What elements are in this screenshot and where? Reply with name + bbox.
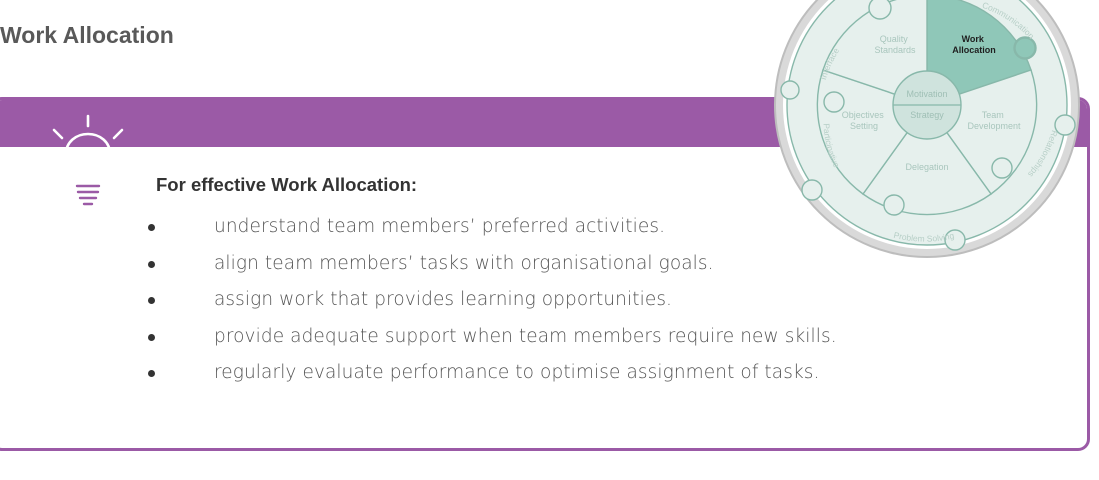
list-item-text: align team members’ tasks with organisat… — [214, 252, 714, 274]
wheel-center-top-label: Motivation — [906, 89, 947, 99]
list-item-text: provide adequate support when team membe… — [214, 325, 837, 347]
team-leadership-wheel: Motivation Strategy Quality Standards Wo… — [774, 0, 1080, 258]
wheel-highlight-knob — [1014, 37, 1036, 59]
wheel-label-team-development: Team Development — [967, 110, 1021, 131]
wheel-segment-quality — [822, 0, 928, 106]
list-item-text: assign work that provides learning oppor… — [214, 289, 673, 310]
wheel-label-work-allocation: Work Allocation — [952, 34, 996, 55]
list-item: assign work that provides learning oppor… — [148, 290, 837, 327]
tip-list: understand team members’ preferred activ… — [148, 217, 837, 400]
list-item-text: regularly evaluate performance to optimi… — [214, 362, 820, 383]
bullet-dot — [148, 224, 155, 231]
bullet-dot — [148, 370, 155, 377]
lightbulb-icon — [46, 114, 130, 206]
bullet-dot — [148, 333, 155, 341]
list-item: regularly evaluate performance to optimi… — [148, 363, 837, 400]
list-item: provide adequate support when team membe… — [148, 325, 837, 364]
wheel-label-delegation: Delegation — [905, 162, 948, 172]
wheel-label-quality: Quality Standards — [874, 34, 916, 55]
wheel-label-objectives: Objectives Setting — [842, 110, 887, 131]
bullet-dot — [148, 297, 155, 304]
wheel-puzzle-knobs — [780, 0, 1076, 251]
wheel-segment-delegation — [862, 103, 992, 216]
page-title: Work Allocation — [0, 22, 174, 48]
tip-heading: For effective Work Allocation: — [156, 174, 418, 195]
wheel-outer-label-problem-solving: Problem Solving — [893, 230, 956, 244]
list-item: understand team members’ preferred activ… — [148, 217, 837, 254]
list-item-text: understand team members’ preferred activ… — [214, 216, 666, 237]
wheel-center-bottom-label: Strategy — [910, 110, 944, 120]
list-item: align team members’ tasks with organisat… — [148, 252, 837, 291]
bullet-dot — [148, 260, 155, 268]
